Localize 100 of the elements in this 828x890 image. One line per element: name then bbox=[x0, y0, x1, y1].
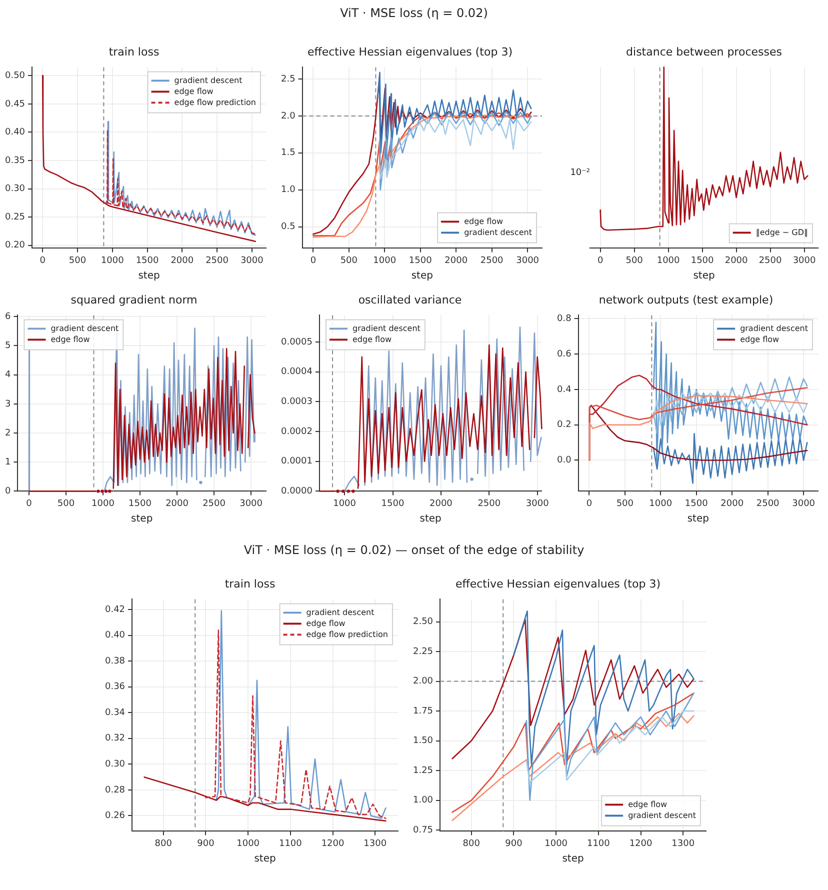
y-tick-label: 2.0 bbox=[280, 111, 296, 122]
legend-label: gradient descent bbox=[174, 76, 242, 85]
y-tick-label: 0.28 bbox=[104, 785, 126, 796]
x-tick-label: 1500 bbox=[381, 498, 404, 509]
y-tick-label: 0.0004 bbox=[280, 367, 313, 378]
y-tick-label: 1.5 bbox=[280, 148, 296, 158]
x-tick-label: 1200 bbox=[321, 838, 345, 849]
y-tick-label: 2.50 bbox=[412, 617, 434, 628]
legend-label: edge flow bbox=[464, 216, 504, 226]
x-tick-label: 1000 bbox=[333, 498, 356, 509]
x-axis-title: step bbox=[411, 270, 433, 282]
y-tick-label: 0.30 bbox=[104, 760, 126, 770]
x-tick-label: 1500 bbox=[408, 256, 432, 266]
chart-title: network outputs (test example) bbox=[598, 293, 774, 306]
x-tick-label: 500 bbox=[616, 498, 634, 509]
chart-title: train loss bbox=[224, 577, 276, 590]
x-tick-label: 2500 bbox=[206, 256, 229, 266]
x-tick-label: 1000 bbox=[649, 498, 672, 509]
x-tick-label: 0 bbox=[597, 256, 604, 266]
y-tick-label: 1.00 bbox=[412, 796, 434, 806]
x-axis-title: step bbox=[131, 514, 153, 525]
legend-label: edge flow bbox=[50, 334, 90, 344]
y-tick-label: 0.45 bbox=[4, 99, 26, 110]
x-axis-title: step bbox=[562, 854, 584, 865]
legend-label: edge flow bbox=[352, 334, 392, 344]
x-tick-label: 1000 bbox=[373, 256, 396, 266]
x-axis-title: step bbox=[420, 514, 442, 525]
x-axis-title: step bbox=[138, 270, 160, 282]
y-tick-label: 5 bbox=[4, 341, 11, 352]
x-tick-label: 0 bbox=[586, 498, 592, 509]
text: ViT · MSE loss (η = 0.02) — onset of the edge of stability bbox=[242, 543, 586, 557]
legend-label: gradient descent bbox=[352, 324, 420, 333]
y-tick-label: 0.0 bbox=[556, 456, 572, 466]
legend-label: edge flow bbox=[740, 334, 780, 344]
legend-label: edge flow bbox=[628, 800, 668, 809]
x-tick-label: 2000 bbox=[166, 498, 189, 509]
x-tick-label: 1000 bbox=[92, 498, 115, 509]
x-tick-label: 1100 bbox=[586, 838, 610, 849]
x-tick-label: 800 bbox=[154, 838, 172, 849]
x-tick-label: 3000 bbox=[516, 256, 540, 266]
x-tick-label: 900 bbox=[197, 838, 215, 849]
chart-title: distance between processes bbox=[626, 45, 782, 58]
x-tick-label: 800 bbox=[462, 838, 480, 849]
chart-title: squared gradient norm bbox=[70, 293, 198, 306]
y-tick-label: 6 bbox=[4, 312, 11, 322]
text: ViT · MSE loss (η = 0.02) bbox=[339, 6, 489, 20]
x-tick-label: 500 bbox=[68, 256, 86, 266]
y-tick-label: 0.34 bbox=[104, 708, 126, 718]
legend-label: gradient descent bbox=[628, 810, 696, 820]
x-tick-label: 1200 bbox=[629, 838, 653, 849]
y-tick-label: 0.20 bbox=[4, 240, 26, 251]
x-tick-label: 2000 bbox=[720, 498, 744, 509]
y-tick-label: 0.8 bbox=[556, 314, 572, 324]
x-tick-label: 1300 bbox=[364, 838, 387, 849]
x-tick-label: 900 bbox=[505, 838, 523, 849]
y-tick-label: 2.00 bbox=[412, 676, 434, 687]
y-tick-label: 2.25 bbox=[412, 646, 434, 657]
x-tick-label: 2000 bbox=[170, 256, 194, 266]
y-tick-label: 0.2 bbox=[556, 420, 572, 430]
y-tick-label: 0.5 bbox=[280, 222, 296, 232]
y-tick-label: 0.0000 bbox=[280, 486, 313, 497]
y-tick-label: 0.0003 bbox=[280, 397, 312, 408]
y-tick-label: 2 bbox=[4, 428, 11, 438]
x-tick-label: 500 bbox=[626, 256, 644, 266]
y-tick-label: 1.25 bbox=[412, 766, 434, 776]
x-tick-label: 1000 bbox=[236, 838, 260, 849]
x-tick-label: 2500 bbox=[756, 498, 780, 509]
y-tick-label: 0.25 bbox=[4, 212, 26, 222]
legend-label: gradient descent bbox=[464, 228, 532, 237]
y-tick-label: 1.75 bbox=[412, 706, 434, 716]
legend-label: gradient descent bbox=[50, 324, 119, 333]
x-axis-title: step bbox=[254, 854, 276, 865]
x-tick-label: 3000 bbox=[792, 256, 816, 266]
y-tick-label: 0.40 bbox=[4, 128, 26, 138]
y-tick-label: 3 bbox=[4, 399, 11, 410]
y-tick-label: 0.40 bbox=[104, 630, 126, 641]
y-tick-label: 1.50 bbox=[412, 736, 434, 746]
legend-label: gradient descent bbox=[306, 608, 374, 617]
x-tick-label: 3000 bbox=[526, 498, 550, 509]
x-tick-label: 2500 bbox=[758, 256, 782, 266]
y-tick-label: 0.0005 bbox=[280, 337, 312, 348]
y-tick-label: 4 bbox=[4, 370, 11, 380]
y-tick-label: 2.5 bbox=[280, 74, 296, 84]
chart-title: oscillated variance bbox=[358, 293, 462, 306]
chart-title: effective Hessian eigenvalues (top 3) bbox=[308, 45, 512, 58]
y-tick-label: 0.0002 bbox=[280, 426, 312, 437]
y-tick-label: 0.36 bbox=[104, 682, 126, 692]
x-tick-label: 3000 bbox=[240, 498, 263, 509]
y-tick-label: 1 bbox=[4, 457, 11, 468]
legend-label: edge flow bbox=[174, 86, 214, 96]
chart-title: train loss bbox=[108, 45, 160, 58]
y-tick-label: 0.0001 bbox=[280, 456, 312, 467]
x-tick-label: 1500 bbox=[690, 256, 714, 266]
x-tick-label: 2500 bbox=[478, 498, 501, 509]
x-tick-label: 1500 bbox=[128, 498, 152, 509]
y-tick-label: 0.38 bbox=[104, 656, 126, 666]
x-tick-label: 3000 bbox=[792, 498, 816, 509]
text: 10⁻² bbox=[569, 168, 590, 178]
legend-label: edge flow prediction bbox=[306, 630, 388, 639]
x-tick-label: 1500 bbox=[684, 498, 708, 509]
